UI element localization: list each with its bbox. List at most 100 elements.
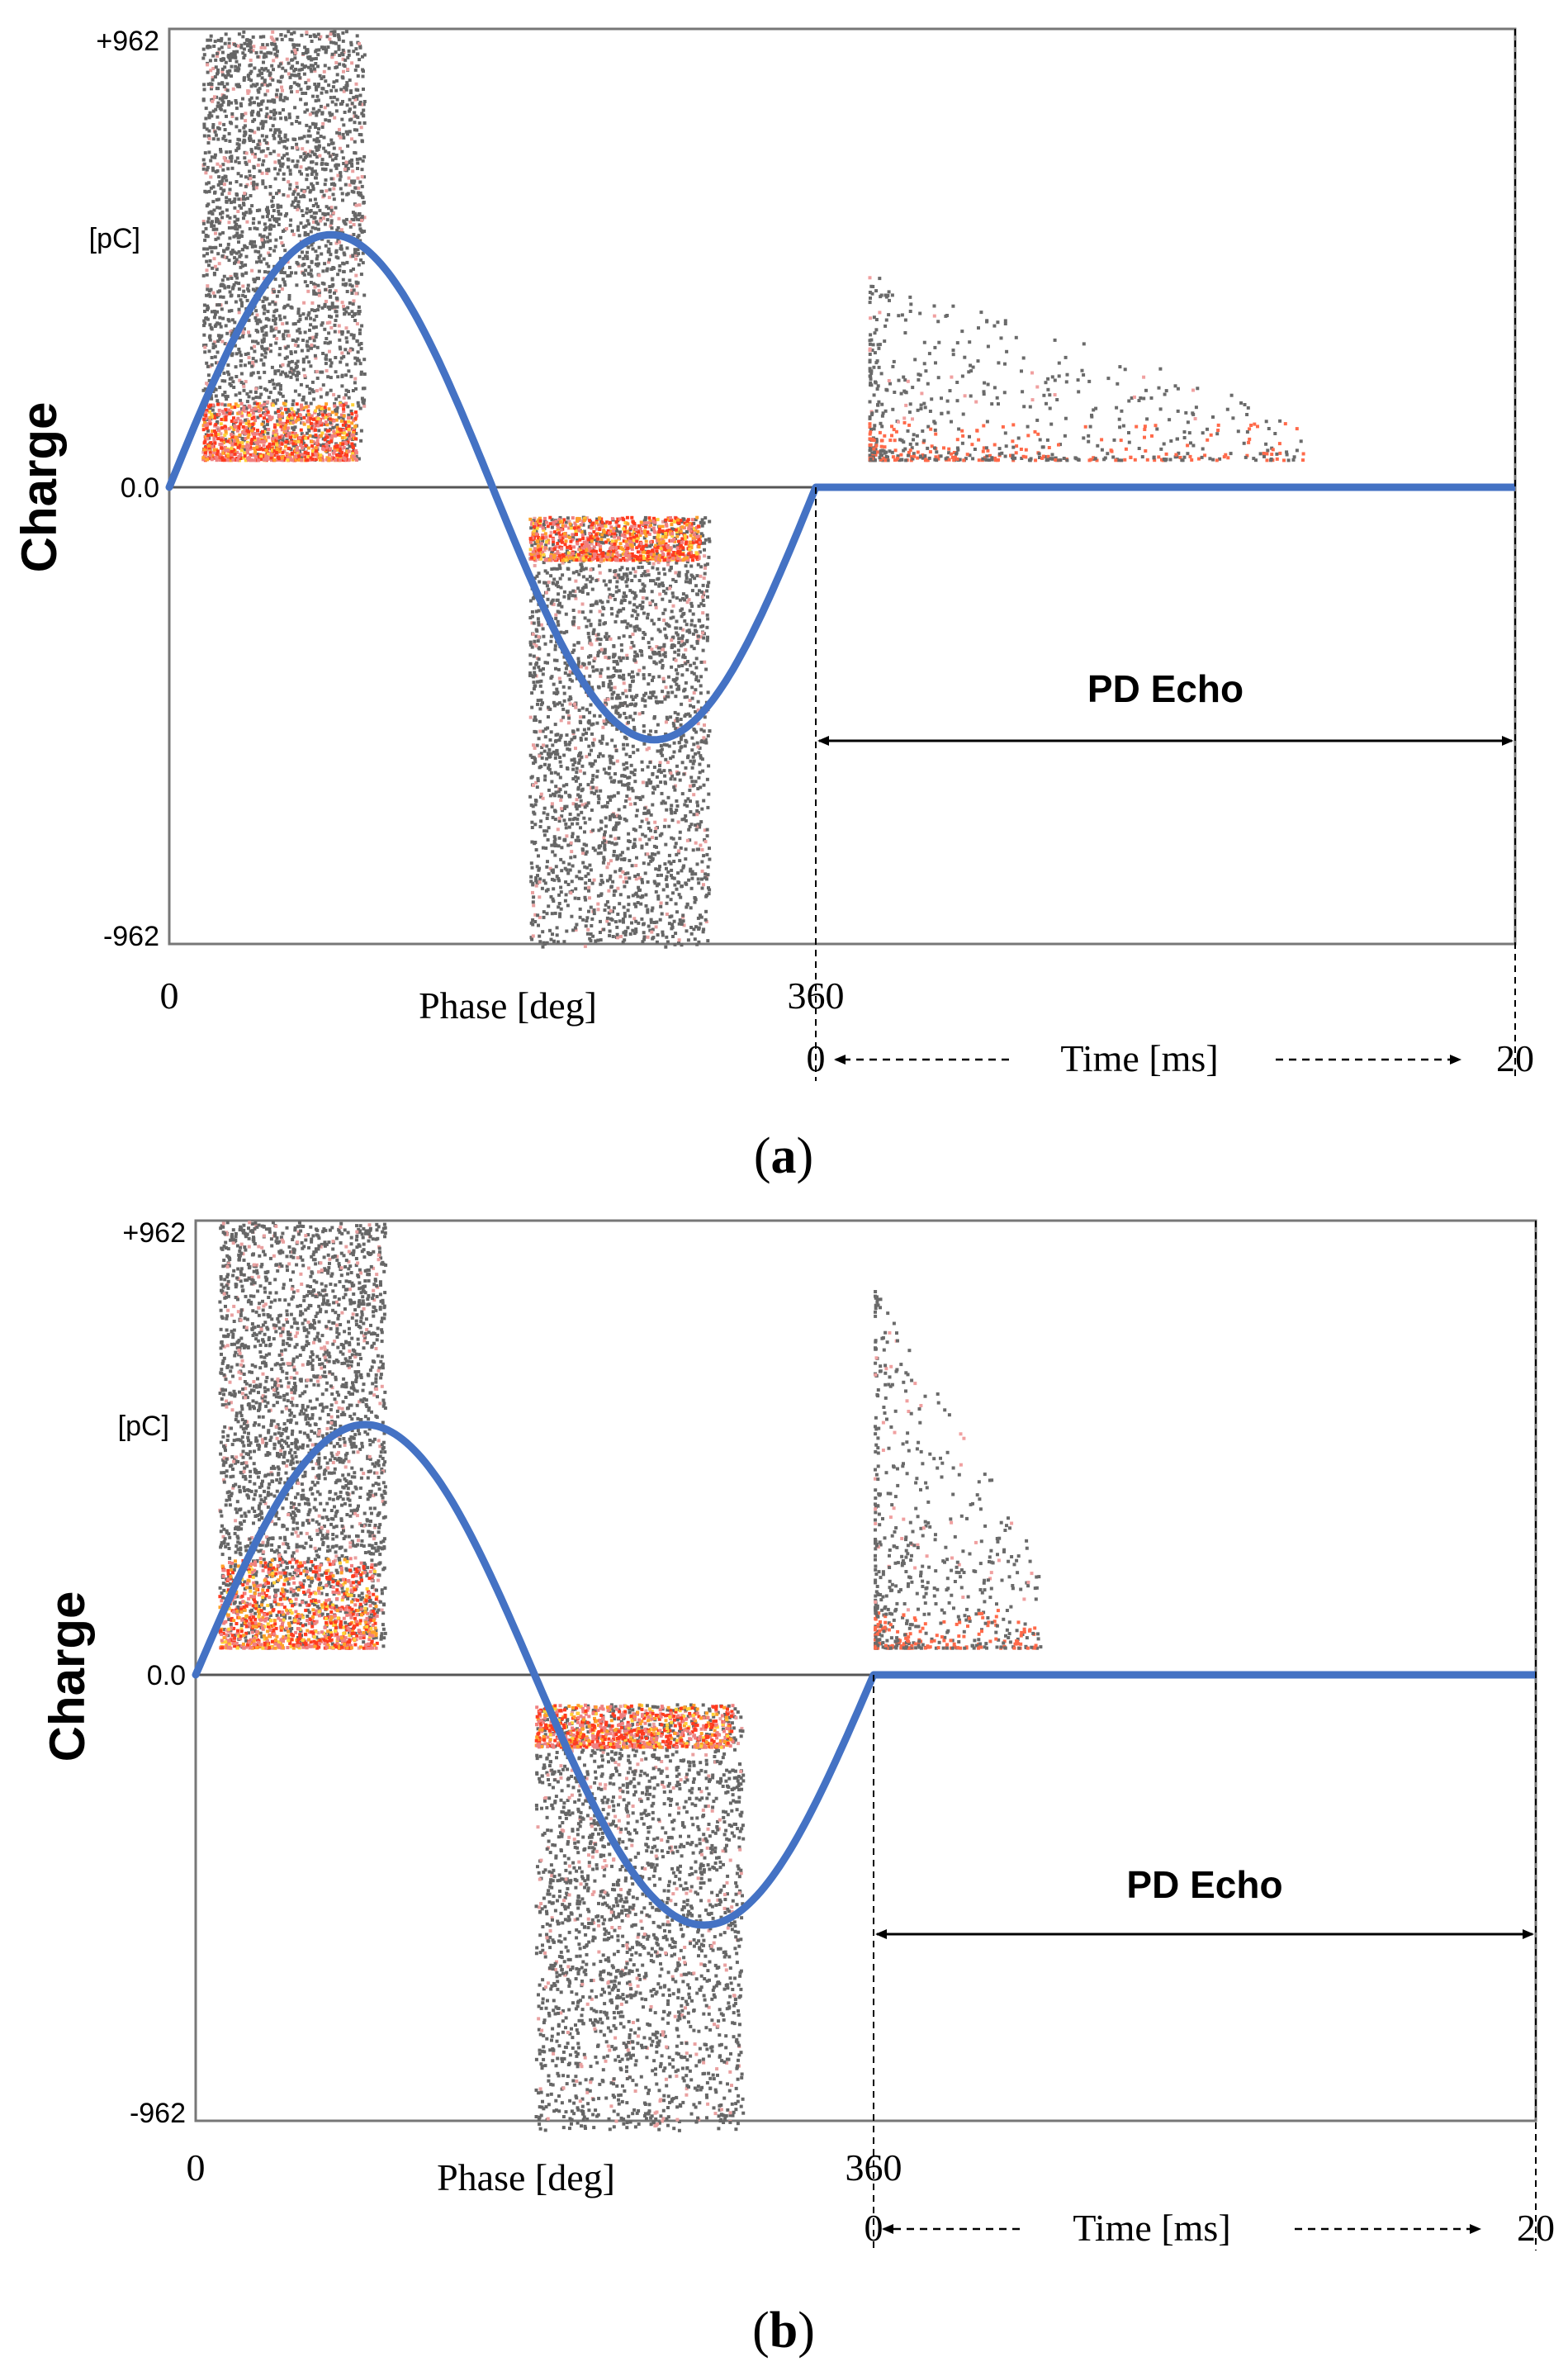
data-point [534,780,538,785]
data-point [338,146,342,150]
data-point [244,119,248,123]
data-point [641,768,645,772]
data-point [234,234,238,238]
data-point [685,570,689,574]
data-point [258,444,261,448]
data-point [350,310,354,314]
data-point [283,34,287,38]
data-point [230,101,234,105]
data-point [239,301,244,305]
data-point [280,428,284,432]
data-point [542,561,546,565]
data-point [216,426,220,430]
data-point [248,455,252,459]
data-point [210,249,214,254]
data-point [344,30,348,34]
data-point [208,415,212,420]
data-point [357,311,361,315]
data-point [358,310,362,313]
data-point [350,284,354,288]
data-point [343,435,347,439]
data-point [307,311,311,315]
data-point [289,448,293,452]
data-point [345,453,349,458]
data-point [687,878,691,882]
data-point [303,110,307,114]
data-point [214,387,218,391]
data-point [656,851,661,855]
data-point [244,184,248,188]
data-point [213,153,217,157]
data-point [308,55,312,59]
data-point [656,894,661,899]
data-point [336,237,340,241]
data-point [699,754,703,758]
data-point [621,774,625,778]
data-point [660,700,664,704]
data-point [201,456,206,460]
data-point [598,931,602,934]
data-point [543,642,547,646]
data-point [644,903,648,908]
data-point [334,206,338,210]
data-point [324,337,329,340]
data-point [334,314,339,318]
data-point [567,673,571,677]
data-point [215,227,219,231]
data-point [334,166,339,170]
data-point [349,43,353,47]
data-point [362,401,366,405]
data-point [329,388,333,392]
data-point [358,93,362,97]
data-point [599,741,604,745]
data-point [213,325,217,328]
data-point [201,273,206,277]
data-point [233,206,237,210]
data-point [706,939,710,943]
data-point [340,384,344,388]
data-point [278,111,282,115]
data-point [309,416,313,420]
data-point [237,294,241,298]
data-point [272,111,277,116]
data-point [658,660,662,664]
data-point [275,95,279,99]
data-point [329,376,333,380]
data-point [333,401,337,405]
data-point [327,143,331,147]
data-point [351,438,354,441]
data-point [321,416,325,420]
data-point [255,458,259,462]
data-point [533,685,537,688]
data-point [290,73,294,77]
data-point [208,410,211,414]
data-point [638,560,642,564]
data-point [232,200,236,204]
data-point [621,656,625,660]
data-point [219,211,222,216]
data-point [698,823,702,827]
data-point [575,766,579,771]
data-point [315,202,319,206]
data-point [347,176,351,180]
data-point [277,189,281,193]
data-point [208,450,212,454]
data-point [201,230,206,234]
data-point [225,114,228,118]
data-point [225,331,230,335]
data-point [313,153,317,157]
data-point [239,197,244,202]
data-point [618,656,622,660]
data-point [657,571,661,576]
data-point [278,418,282,422]
data-point [360,175,364,178]
data-point [212,450,216,454]
data-point [203,454,207,458]
data-point [241,447,245,451]
data-point [333,305,337,309]
data-point [225,69,230,74]
data-point [333,116,337,120]
data-point [301,358,306,362]
data-point [270,41,274,45]
data-point [587,744,591,748]
